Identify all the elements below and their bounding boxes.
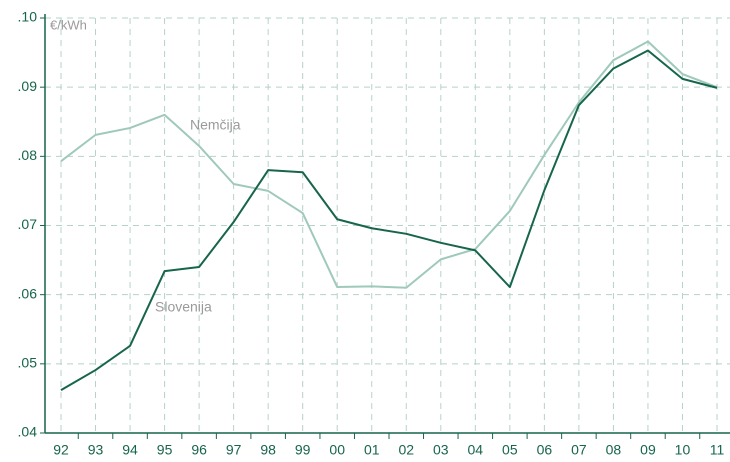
series-label: Slovenija xyxy=(155,299,212,315)
series-line xyxy=(60,40,718,289)
x-tick-label: 00 xyxy=(329,442,345,458)
series-line xyxy=(60,49,718,391)
x-tick-label: 96 xyxy=(191,442,207,458)
x-tick-label: 98 xyxy=(260,442,276,458)
y-axis-label: €/kWh xyxy=(50,17,87,32)
y-tick-label: .05 xyxy=(18,355,38,371)
y-tick-label: .06 xyxy=(18,285,38,301)
y-tick-label: .04 xyxy=(18,424,38,440)
x-tick-label: 95 xyxy=(157,442,173,458)
x-tick-label: 01 xyxy=(364,442,380,458)
x-tick-label: 09 xyxy=(640,442,656,458)
x-tick-label: 05 xyxy=(502,442,518,458)
x-tick-label: 94 xyxy=(122,442,138,458)
y-tick-label: .09 xyxy=(18,78,38,94)
x-tick-label: 99 xyxy=(295,442,311,458)
y-tick-label: .07 xyxy=(18,216,38,232)
y-tick-label: .08 xyxy=(18,147,38,163)
x-tick-label: 02 xyxy=(398,442,414,458)
x-tick-label: 10 xyxy=(675,442,691,458)
x-tick-label: 93 xyxy=(88,442,104,458)
x-tick-label: 08 xyxy=(606,442,622,458)
x-tick-label: 97 xyxy=(226,442,242,458)
x-tick-label: 04 xyxy=(468,442,484,458)
x-tick-label: 11 xyxy=(710,442,725,458)
series-label: Nemčija xyxy=(190,117,241,133)
y-tick-label: .10 xyxy=(18,9,38,25)
x-tick-label: 07 xyxy=(571,442,587,458)
x-tick-label: 03 xyxy=(433,442,449,458)
x-tick-label: 92 xyxy=(53,442,69,458)
x-tick-label: 06 xyxy=(537,442,553,458)
